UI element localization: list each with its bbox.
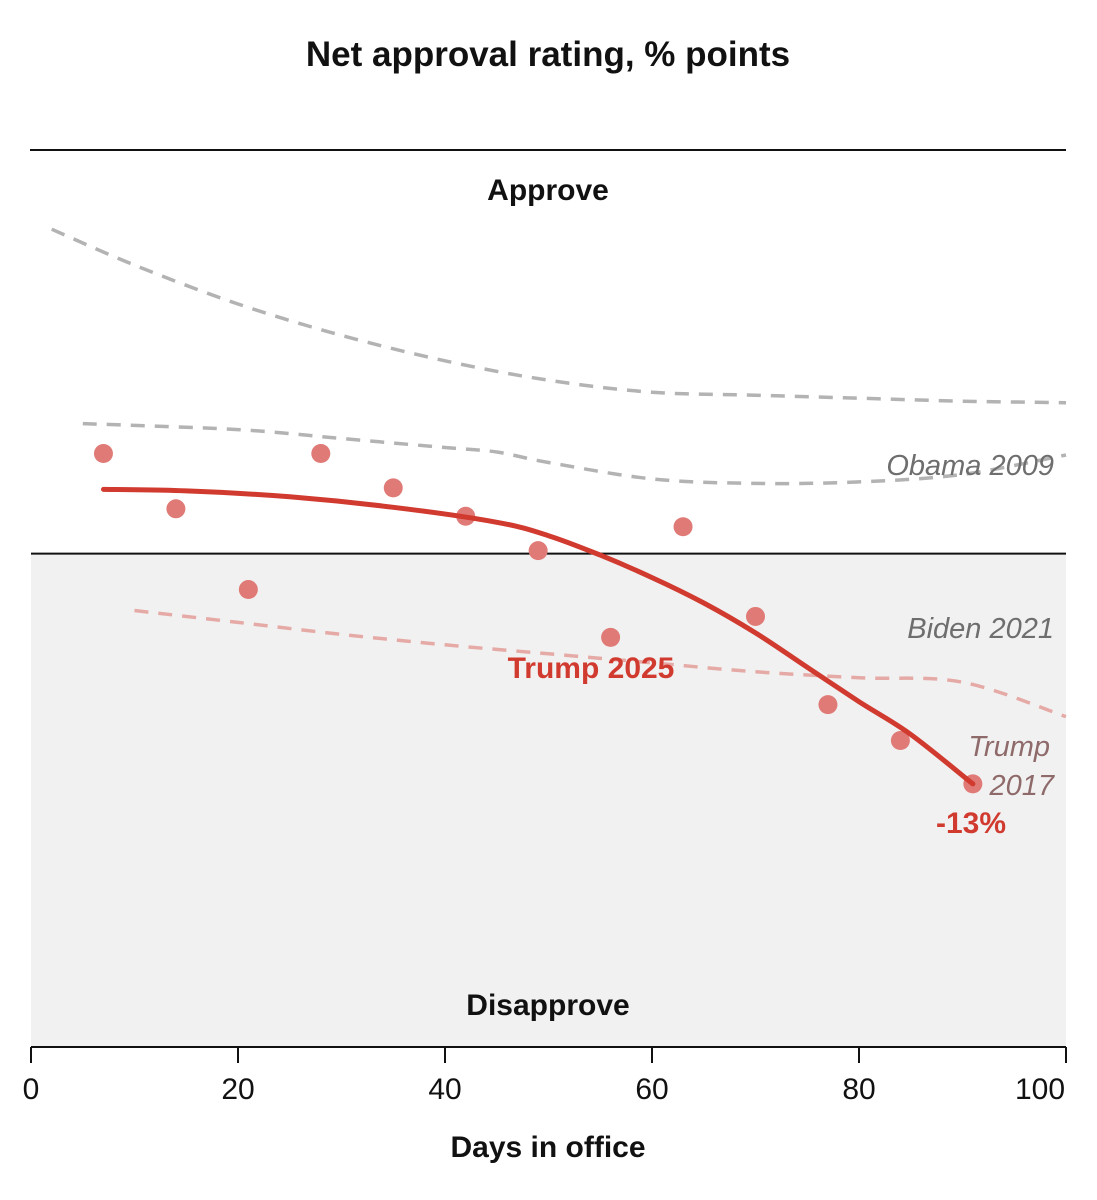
chart-title: Net approval rating, % points	[306, 35, 790, 74]
trump-2025-point	[890, 731, 910, 751]
line-biden-2021	[82, 421, 1067, 486]
trump-2025-point	[746, 606, 765, 626]
approve-label: Approve	[487, 174, 609, 207]
x-tick-label: 20	[221, 1073, 254, 1106]
trump-2025-series	[101, 486, 976, 787]
x-tick-label: 0	[23, 1073, 40, 1106]
trump-2025-label: Trump 2025	[508, 652, 675, 685]
x-axis: 0 20 40 60 80 100	[23, 1046, 1067, 1106]
x-tick-label: 100	[1015, 1073, 1065, 1106]
trump-2025-point	[93, 443, 113, 463]
x-tick-label: 60	[635, 1073, 668, 1106]
trump-2025-point	[166, 499, 186, 519]
trump-2025-point	[601, 627, 621, 647]
trump-2025-point	[528, 541, 548, 561]
x-tick-label: 80	[842, 1073, 875, 1106]
history-series	[51, 227, 1067, 486]
line-trump-2025	[101, 486, 976, 787]
biden-2021-label: Biden 2021	[907, 613, 1054, 645]
obama-2009-label: Obama 2009	[886, 450, 1054, 482]
trump-2025-point	[238, 580, 258, 600]
line-obama-2009	[51, 227, 1067, 405]
line-trump-2017	[134, 608, 1067, 719]
trump-2017-label-line1: Trump	[968, 731, 1050, 763]
disapprove-label: Disapprove	[466, 989, 629, 1022]
trump-2025-point	[311, 443, 331, 463]
x-axis-title: Days in office	[450, 1131, 645, 1164]
trump-2025-point	[818, 695, 838, 715]
trump-2025-point	[673, 517, 693, 537]
trump-2025-points	[93, 443, 983, 794]
trump-2017-label-line2: 2017	[988, 770, 1055, 802]
trump-2025-point	[383, 478, 403, 498]
trump-2017-series	[134, 608, 1067, 719]
disapprove-region	[31, 553, 1066, 1047]
x-tick-label: 40	[428, 1073, 461, 1106]
trump-2025-end-value: -13%	[936, 807, 1006, 840]
